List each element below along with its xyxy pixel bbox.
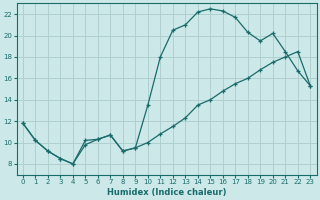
X-axis label: Humidex (Indice chaleur): Humidex (Indice chaleur): [107, 188, 226, 197]
